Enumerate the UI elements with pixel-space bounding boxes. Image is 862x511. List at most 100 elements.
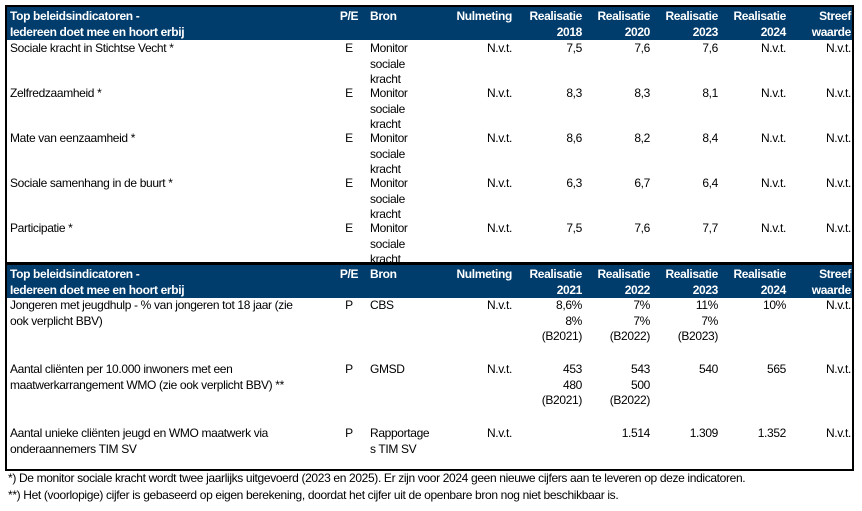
header-pe: P/E xyxy=(339,9,359,23)
cell-real-3: 7,6 xyxy=(702,41,718,55)
cell-indicator: Zelfredzaamheid * xyxy=(10,86,102,100)
header-pe: P/E xyxy=(339,267,359,281)
header-real-4: Realisatie 2024 xyxy=(733,9,786,39)
header-streefwaarde: Streef waarde xyxy=(811,267,852,297)
cell-nulmeting: N.v.t. xyxy=(486,426,512,440)
cell-real-2: 1.514 xyxy=(621,426,651,440)
table-header: Top beleidsindicatoren - Iedereen doet m… xyxy=(7,7,852,40)
cell-streefwaarde: N.v.t. xyxy=(825,298,851,312)
cell-real-3: 540 xyxy=(699,362,718,376)
header-bron: Bron xyxy=(370,9,397,23)
cell-nulmeting: N.v.t. xyxy=(486,176,512,190)
header-real-1: Realisatie 2018 xyxy=(529,9,582,39)
cell-indicator: Sociale kracht in Stichtse Vecht * xyxy=(10,41,174,55)
header-real-3: Realisatie 2023 xyxy=(665,267,718,297)
table-row: Aantal unieke cliënten jeugd en WMO maat… xyxy=(7,425,852,469)
cell-pe: P xyxy=(345,426,353,440)
table-row: Sociale kracht in Stichtse Vecht * E Monit… xyxy=(7,40,852,85)
cell-bron: GMSD xyxy=(370,362,405,376)
cell-indicator: Sociale samenhang in de buurt * xyxy=(10,176,173,190)
table-row: Aantal cliënten per 10.000 inwoners met … xyxy=(7,361,852,425)
cell-nulmeting: N.v.t. xyxy=(486,131,512,145)
cell-bron: Monitor sociale kracht xyxy=(370,176,408,220)
cell-real-4: N.v.t. xyxy=(760,86,786,100)
cell-streefwaarde: N.v.t. xyxy=(825,362,851,376)
header-real-3: Realisatie 2023 xyxy=(665,9,718,39)
cell-streefwaarde: N.v.t. xyxy=(825,176,851,190)
cell-real-3: 7,7 xyxy=(702,221,718,235)
cell-real-3: 11% 7% (B2023) xyxy=(677,298,719,343)
cell-indicator: Jongeren met jeugdhulp - % van jongeren … xyxy=(10,298,293,328)
cell-real-3: 8,4 xyxy=(702,131,718,145)
footnote-1: *) De monitor sociale kracht wordt twee … xyxy=(8,471,746,485)
cell-pe: E xyxy=(345,221,353,235)
cell-bron: Monitor sociale kracht xyxy=(370,221,408,263)
cell-real-1: 453 480 (B2021) xyxy=(541,362,583,407)
table-row: Zelfredzaamheid * E Monitor sociale kracht… xyxy=(7,85,852,130)
header-real-2: Realisatie 2022 xyxy=(597,267,650,297)
cell-bron: Monitor sociale kracht xyxy=(370,41,408,85)
cell-real-2: 8,3 xyxy=(634,86,650,100)
cell-streefwaarde: N.v.t. xyxy=(825,131,851,145)
table-row: Participatie * E Monitor sociale kracht N.v… xyxy=(7,220,852,263)
cell-real-1: 7,5 xyxy=(566,41,582,55)
cell-pe: P xyxy=(345,298,353,312)
cell-bron: Monitor sociale kracht xyxy=(370,86,408,130)
header-streefwaarde: Streef waarde xyxy=(811,9,852,39)
cell-real-2: 7,6 xyxy=(634,41,650,55)
cell-indicator: Aantal cliënten per 10.000 inwoners met … xyxy=(10,362,284,392)
cell-nulmeting: N.v.t. xyxy=(486,221,512,235)
cell-real-4: 10% xyxy=(763,298,786,312)
cell-bron: Rapportage s TIM SV xyxy=(370,426,430,456)
header-indicator: Top beleidsindicatoren - Iedereen doet m… xyxy=(10,9,185,39)
cell-real-4: N.v.t. xyxy=(760,221,786,235)
cell-streefwaarde: N.v.t. xyxy=(825,221,851,235)
cell-real-2: 7,6 xyxy=(634,221,650,235)
cell-indicator: Aantal unieke cliënten jeugd en WMO maat… xyxy=(10,426,269,456)
cell-pe: E xyxy=(345,131,353,145)
cell-indicator: Mate van eenzaamheid * xyxy=(10,131,136,145)
cell-streefwaarde: N.v.t. xyxy=(825,426,851,440)
cell-real-2: 7% 7% (B2022) xyxy=(609,298,651,343)
header-real-1: Realisatie 2021 xyxy=(529,267,582,297)
cell-real-1: 6,3 xyxy=(566,176,582,190)
cell-real-2: 543 500 (B2022) xyxy=(609,362,651,407)
cell-nulmeting: N.v.t. xyxy=(486,86,512,100)
cell-real-4: N.v.t. xyxy=(760,41,786,55)
table-row: Jongeren met jeugdhulp - % van jongeren … xyxy=(7,297,852,361)
cell-pe: P xyxy=(345,362,353,376)
table-header: Top beleidsindicatoren - Iedereen doet m… xyxy=(7,265,852,298)
indicator-table: Top beleidsindicatoren - Iedereen doet m… xyxy=(5,5,854,471)
cell-bron: Monitor sociale kracht xyxy=(370,131,408,175)
header-nulmeting: Nulmeting xyxy=(456,9,512,23)
cell-real-4: N.v.t. xyxy=(760,176,786,190)
cell-streefwaarde: N.v.t. xyxy=(825,41,851,55)
cell-nulmeting: N.v.t. xyxy=(486,362,512,376)
cell-nulmeting: N.v.t. xyxy=(486,41,512,55)
cell-real-4: N.v.t. xyxy=(760,131,786,145)
footnote-2: **) Het (voorlopige) cijfer is gebaseerd… xyxy=(8,488,619,502)
cell-real-4: 1.352 xyxy=(757,426,787,440)
header-real-2: Realisatie 2020 xyxy=(597,9,650,39)
header-nulmeting: Nulmeting xyxy=(456,267,512,281)
cell-real-1: 7,5 xyxy=(566,221,582,235)
cell-pe: E xyxy=(345,86,353,100)
cell-pe: E xyxy=(345,41,353,55)
cell-real-1: 8,3 xyxy=(566,86,582,100)
cell-real-3: 6,4 xyxy=(702,176,718,190)
cell-pe: E xyxy=(345,176,353,190)
cell-streefwaarde: N.v.t. xyxy=(825,86,851,100)
cell-indicator: Participatie * xyxy=(10,221,73,235)
header-real-4: Realisatie 2024 xyxy=(733,267,786,297)
cell-nulmeting: N.v.t. xyxy=(486,298,512,312)
table-row: Mate van eenzaamheid * E Monitor sociale k… xyxy=(7,130,852,175)
cell-real-1: 8,6% 8% (B2021) xyxy=(541,298,583,343)
header-indicator: Top beleidsindicatoren - Iedereen doet m… xyxy=(10,267,185,297)
cell-real-3: 1.309 xyxy=(689,426,719,440)
cell-real-1: 8,6 xyxy=(566,131,582,145)
cell-real-4: 565 xyxy=(767,362,786,376)
divider xyxy=(7,262,852,265)
cell-real-2: 8,2 xyxy=(634,131,650,145)
table-row: Sociale samenhang in de buurt * E Monitor … xyxy=(7,175,852,220)
cell-real-3: 8,1 xyxy=(702,86,718,100)
